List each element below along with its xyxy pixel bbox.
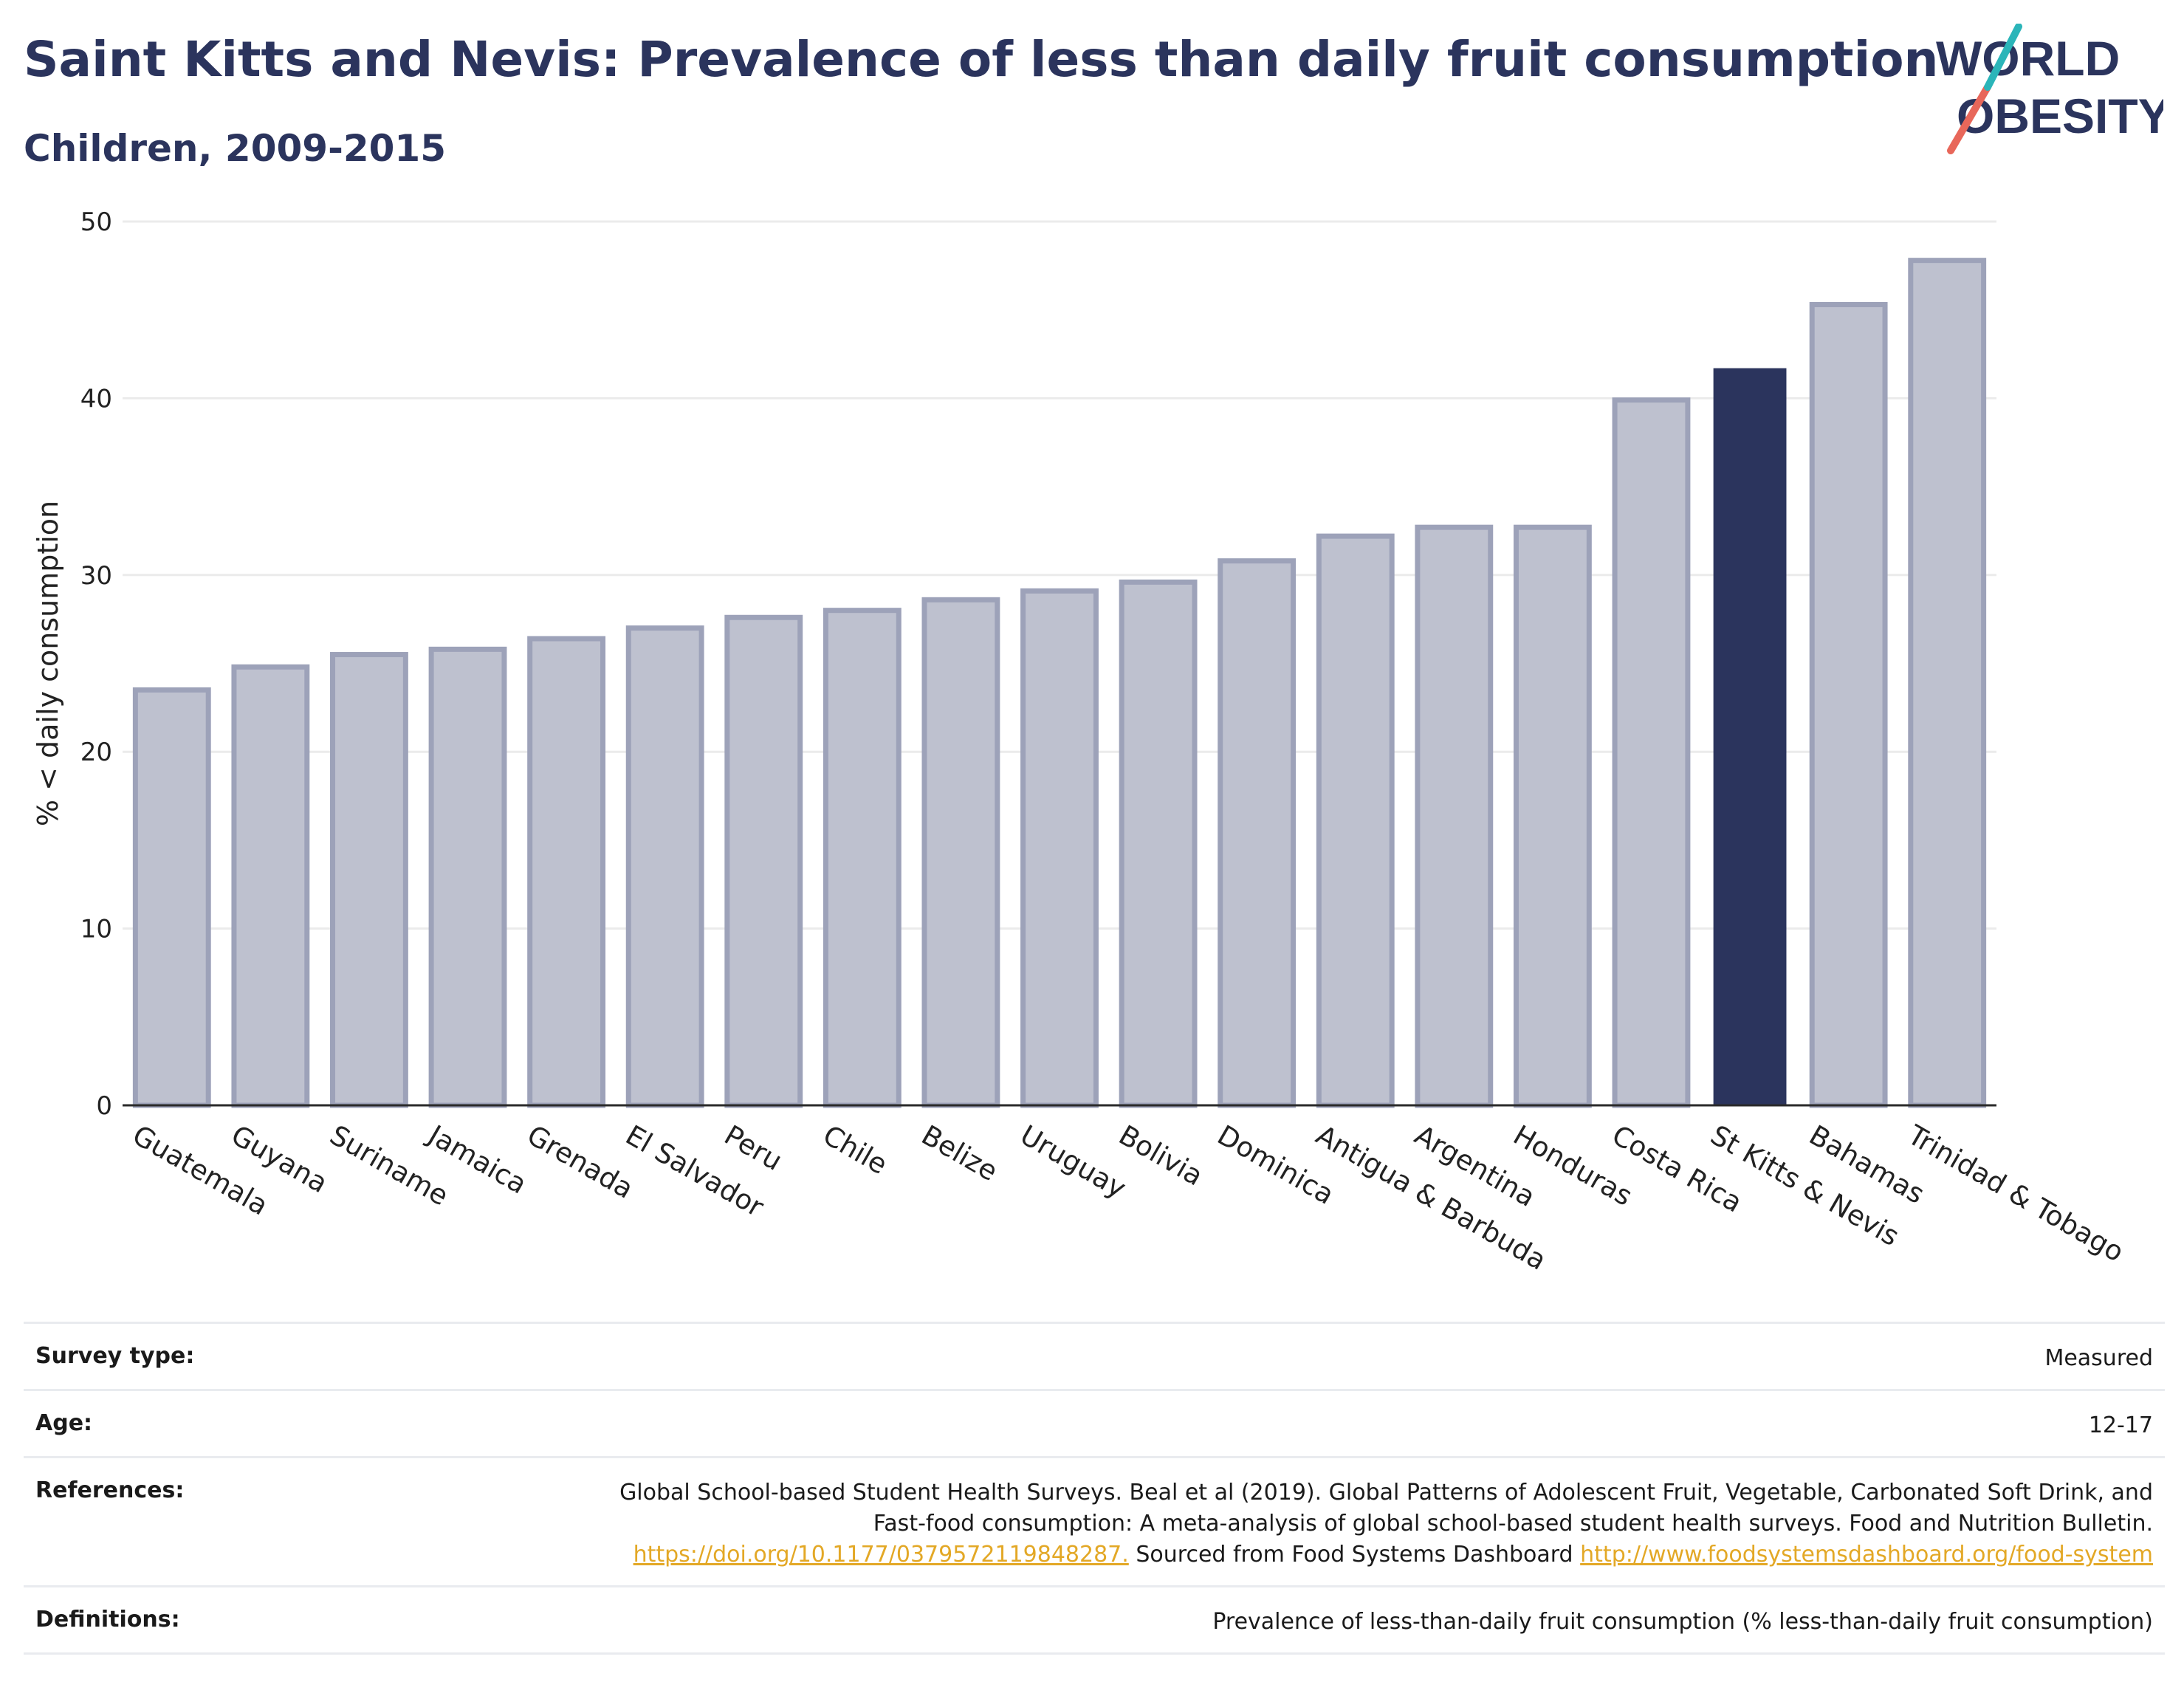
- bar-bolivia: [1119, 579, 1198, 1108]
- bar-st-kitts-and-nevis: [1713, 368, 1787, 1105]
- age-value: 12-17: [2088, 1412, 2153, 1438]
- bar-el-salvador: [625, 625, 704, 1108]
- y-tick-label: 30: [80, 561, 112, 591]
- bar-costa-rica: [1612, 397, 1691, 1108]
- x-tick-label-peru: Peru: [719, 1119, 788, 1177]
- page-subtitle: Children, 2009-2015: [24, 127, 446, 170]
- bar-uruguay: [1020, 588, 1099, 1108]
- y-tick-label: 20: [80, 738, 112, 767]
- bar-belize: [921, 597, 1000, 1108]
- y-axis-label: % < daily consumption: [32, 501, 64, 826]
- survey-type-value: Measured: [2044, 1345, 2153, 1371]
- meta-row-age: Age: 12-17: [24, 1389, 2165, 1456]
- bar-peru: [724, 614, 803, 1108]
- definitions-value: Prevalence of less-than-daily fruit cons…: [1212, 1609, 2153, 1635]
- bar-jamaica: [428, 646, 507, 1108]
- bar-guyana: [231, 664, 310, 1108]
- meta-row-survey-type: Survey type: Measured: [24, 1322, 2165, 1389]
- bar-honduras: [1513, 524, 1592, 1108]
- y-tick-label: 50: [80, 207, 112, 237]
- x-axis-ticks: GuatemalaGuyanaSurinameJamaicaGrenadaEl …: [127, 1119, 2129, 1277]
- definitions-label: Definitions:: [35, 1607, 180, 1633]
- bar-chile: [823, 608, 902, 1108]
- bar-antigua-and-barbuda: [1316, 533, 1395, 1108]
- logo-slash-teal: [1984, 24, 2022, 91]
- bar-dominica: [1218, 558, 1297, 1108]
- references-source-text: Sourced from Food Systems Dashboard: [1136, 1542, 1573, 1568]
- y-tick-label: 40: [80, 384, 112, 413]
- references-text: Global School-based Student Health Surve…: [619, 1480, 2153, 1537]
- metadata-table: Survey type: Measured Age: 12-17 Referen…: [24, 1322, 2165, 1655]
- bar-suriname: [330, 652, 408, 1108]
- logo-line1: WORLD: [1936, 31, 2120, 86]
- x-tick-label-trinidad-and-tobago: Trinidad & Tobago: [1902, 1119, 2129, 1268]
- y-axis-ticks: 0 10 20 30 40 50: [80, 207, 112, 1121]
- y-tick-label: 10: [80, 915, 112, 944]
- bar-argentina: [1415, 524, 1494, 1108]
- logo-line2: OBESITY: [1957, 89, 2163, 143]
- page-title: Saint Kitts and Nevis: Prevalence of les…: [24, 31, 1939, 88]
- bar-trinidad-and-tobago: [1908, 258, 1987, 1108]
- x-tick-label-grenada: Grenada: [522, 1119, 639, 1205]
- x-tick-label-uruguay: Uruguay: [1015, 1119, 1132, 1205]
- x-tick-label-chile: Chile: [817, 1119, 893, 1181]
- bar-chart: 0 10 20 30 40 50 GuatemalaGuyanaSurinameJamai…: [32, 207, 2129, 1277]
- bar-guatemala: [132, 687, 211, 1108]
- bars: [132, 258, 1987, 1108]
- bar-grenada: [527, 636, 606, 1108]
- references-label: References:: [35, 1477, 185, 1503]
- doi-link[interactable]: https://doi.org/10.1177/0379572119848287…: [633, 1542, 1129, 1568]
- y-tick-label: 0: [96, 1091, 112, 1121]
- food-systems-dashboard-link[interactable]: http://www.foodsystemsdashboard.org/food…: [1580, 1542, 2153, 1568]
- world-obesity-logo: WORLD OBESITY: [1936, 24, 2163, 154]
- meta-row-references: References: Global School-based Student …: [24, 1456, 2165, 1585]
- age-label: Age:: [35, 1410, 93, 1436]
- logo-slash-coral: [1947, 83, 1991, 154]
- meta-row-definitions: Definitions: Prevalence of less-than-dai…: [24, 1585, 2165, 1655]
- x-tick-label-belize: Belize: [916, 1119, 1003, 1188]
- bar-bahamas: [1809, 302, 1888, 1108]
- references-value: Global School-based Student Health Surve…: [566, 1477, 2153, 1570]
- survey-type-label: Survey type:: [35, 1343, 195, 1369]
